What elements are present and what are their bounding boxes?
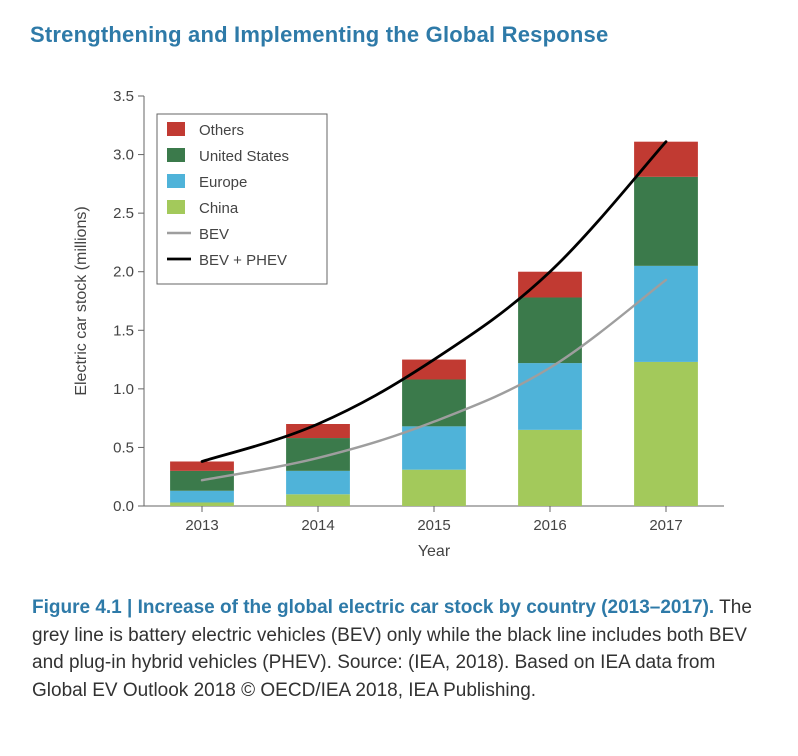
bar-segment-others — [518, 272, 582, 298]
bar-segment-china — [518, 430, 582, 506]
page-heading-text: Strengthening and Implementing the Globa… — [30, 22, 608, 47]
bar-segment-others — [634, 142, 698, 177]
svg-text:2.5: 2.5 — [113, 205, 134, 222]
legend-label: BEV + PHEV — [199, 252, 287, 269]
svg-text:3.5: 3.5 — [113, 88, 134, 105]
legend-swatch — [167, 148, 185, 162]
bar-segment-china — [170, 502, 234, 506]
bar-segment-united_states — [402, 379, 466, 426]
svg-text:2017: 2017 — [649, 517, 682, 534]
bar-segment-europe — [170, 491, 234, 503]
page-heading: Strengthening and Implementing the Globa… — [30, 22, 768, 48]
bar-segment-others — [286, 424, 350, 438]
bar-segment-europe — [402, 426, 466, 469]
svg-text:2014: 2014 — [301, 517, 334, 534]
bar-segment-china — [286, 494, 350, 506]
svg-text:2013: 2013 — [185, 517, 218, 534]
svg-text:0.5: 0.5 — [113, 439, 134, 456]
bar-segment-others — [170, 461, 234, 470]
svg-text:2015: 2015 — [417, 517, 450, 534]
bar-segment-united_states — [634, 177, 698, 266]
svg-text:3.0: 3.0 — [113, 147, 134, 164]
legend-label: Others — [199, 122, 244, 139]
legend-label: Europe — [199, 174, 247, 191]
bar-segment-others — [402, 360, 466, 380]
figure-caption: Figure 4.1 | Increase of the global elec… — [30, 594, 768, 704]
svg-text:1.0: 1.0 — [113, 381, 134, 398]
legend-swatch — [167, 200, 185, 214]
chart-container: 0.0 0.5 1.0 1.5 2.0 2.5 3.0 3.5 Electric car sto… — [59, 76, 739, 576]
ev-stock-chart: 0.0 0.5 1.0 1.5 2.0 2.5 3.0 3.5 Electric car sto… — [59, 76, 739, 576]
legend-label: BEV — [199, 226, 229, 243]
legend: Others United States Europe China BEV BEV + P… — [157, 114, 327, 284]
svg-text:1.5: 1.5 — [113, 322, 134, 339]
bar-segment-china — [634, 362, 698, 506]
svg-text:Electric car stock (millions): Electric car stock (millions) — [73, 206, 90, 395]
bar-segment-europe — [286, 471, 350, 494]
svg-text:2.0: 2.0 — [113, 264, 134, 281]
svg-text:0.0: 0.0 — [113, 498, 134, 515]
svg-text:2016: 2016 — [533, 517, 566, 534]
svg-text:Year: Year — [418, 543, 451, 560]
bar-segment-china — [402, 470, 466, 506]
bar-segment-united_states — [286, 438, 350, 471]
bar-segment-europe — [518, 363, 582, 430]
legend-label: China — [199, 200, 239, 217]
legend-swatch — [167, 122, 185, 136]
legend-swatch — [167, 174, 185, 188]
caption-lead: Figure 4.1 | Increase of the global elec… — [32, 597, 714, 618]
legend-label: United States — [199, 148, 289, 165]
